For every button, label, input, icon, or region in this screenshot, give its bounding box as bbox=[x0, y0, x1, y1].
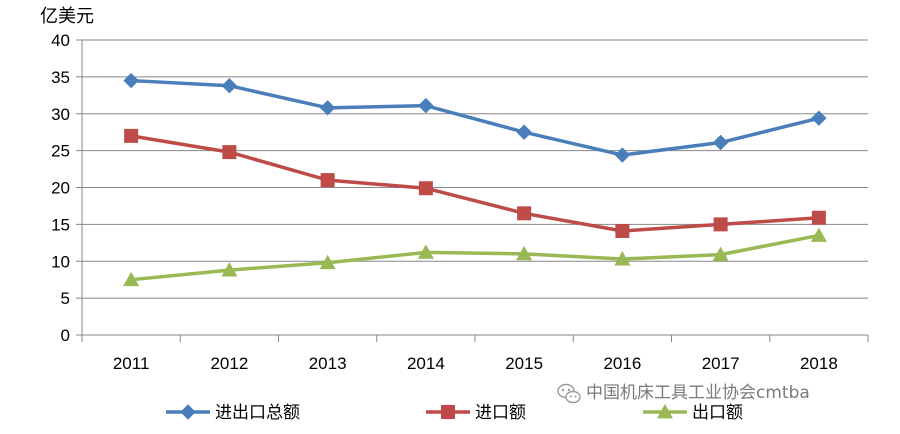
data-point bbox=[516, 245, 533, 261]
y-tick-label: 20 bbox=[51, 179, 70, 198]
x-tick-label: 2017 bbox=[702, 354, 740, 373]
y-tick-label: 25 bbox=[51, 142, 70, 161]
legend-marker bbox=[441, 405, 455, 419]
watermark: 中国机床工具工业协会cmtba bbox=[557, 383, 810, 404]
legend-label: 出口额 bbox=[692, 403, 743, 423]
x-tick-label: 2015 bbox=[505, 354, 543, 373]
data-point bbox=[124, 128, 139, 143]
data-point bbox=[319, 100, 336, 116]
data-point bbox=[319, 254, 336, 270]
y-axis-label: 亿美元 bbox=[40, 6, 94, 27]
data-point bbox=[123, 271, 140, 287]
data-point bbox=[320, 173, 335, 188]
y-tick-label: 0 bbox=[61, 326, 70, 345]
watermark-text: 中国机床工具工业协会cmtba bbox=[586, 383, 810, 403]
data-point bbox=[811, 210, 826, 225]
legend-item-1: 进出口总额 bbox=[166, 403, 300, 423]
x-tick-label: 2012 bbox=[210, 354, 248, 373]
legend-item-2: 进口额 bbox=[426, 403, 526, 423]
data-point bbox=[221, 262, 238, 277]
x-axis-tick-labels: 2011 2012 2013 2014 2015 2016 2017 2018 bbox=[113, 354, 838, 373]
series-2 bbox=[124, 128, 826, 239]
y-tick-label: 15 bbox=[51, 215, 70, 234]
data-point bbox=[516, 124, 532, 140]
x-tick-label: 2014 bbox=[407, 354, 445, 373]
axes bbox=[76, 39, 869, 342]
data-point bbox=[221, 78, 238, 94]
legend-item-3: 出口额 bbox=[643, 403, 743, 423]
data-point bbox=[417, 244, 434, 259]
y-tick-label: 30 bbox=[51, 105, 70, 124]
data-point bbox=[418, 181, 433, 196]
series-line bbox=[130, 233, 820, 282]
series-3 bbox=[123, 227, 827, 287]
data-point bbox=[517, 206, 532, 221]
series-layer bbox=[123, 72, 827, 287]
gridlines bbox=[82, 39, 868, 299]
legend-marker bbox=[657, 404, 673, 419]
data-point bbox=[811, 110, 827, 126]
series-1 bbox=[123, 72, 827, 163]
x-tick-label: 2016 bbox=[603, 354, 641, 373]
data-point bbox=[123, 72, 139, 89]
wechat-icon bbox=[557, 383, 581, 404]
x-tick-label: 2011 bbox=[113, 354, 150, 373]
data-point bbox=[713, 217, 728, 232]
x-tick-label: 2018 bbox=[800, 354, 838, 373]
data-point bbox=[418, 97, 434, 114]
y-tick-label: 40 bbox=[51, 31, 70, 50]
data-point bbox=[712, 134, 729, 151]
legend-label: 进口额 bbox=[475, 403, 526, 423]
data-point bbox=[222, 145, 237, 160]
y-tick-label: 35 bbox=[51, 68, 70, 87]
data-point bbox=[712, 246, 729, 262]
legend-marker bbox=[180, 404, 196, 420]
y-tick-label: 5 bbox=[61, 289, 70, 308]
series-line bbox=[130, 134, 819, 233]
data-point bbox=[614, 251, 631, 266]
legend: 进出口总额 进口额 出口额 bbox=[166, 403, 743, 423]
y-axis-tick-labels: 0 5 10 15 20 25 30 35 40 bbox=[51, 31, 70, 345]
data-point bbox=[614, 147, 631, 163]
data-point bbox=[615, 224, 630, 239]
legend-label: 进出口总额 bbox=[215, 403, 300, 423]
x-tick-label: 2013 bbox=[309, 354, 347, 373]
y-tick-label: 10 bbox=[51, 252, 70, 271]
data-point bbox=[810, 227, 827, 242]
series-line bbox=[131, 78, 820, 157]
